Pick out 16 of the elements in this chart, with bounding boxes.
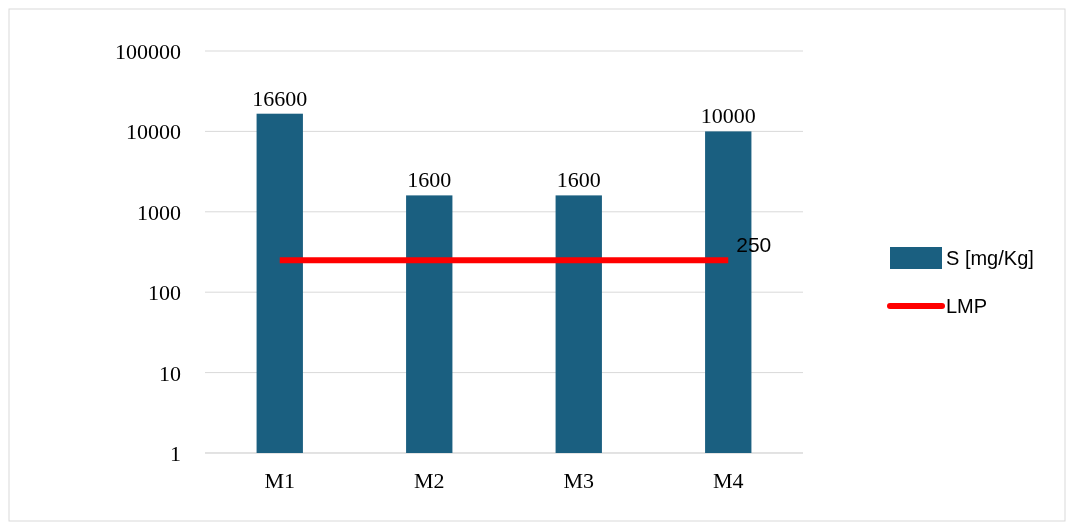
- y-tick-label: 100000: [115, 39, 181, 64]
- legend-label: LMP: [946, 295, 988, 317]
- x-tick-label: M3: [563, 468, 595, 493]
- y-tick-label: 10: [159, 360, 181, 386]
- y-tick-label: 1: [170, 441, 181, 466]
- y-tick-label: 1000: [137, 199, 181, 225]
- data-label: 10000: [700, 103, 756, 129]
- x-tick-label: M1: [264, 468, 296, 493]
- x-tick-label: M2: [413, 468, 445, 493]
- legend-label: S [mg/Kg]: [946, 247, 1034, 269]
- data-label: 1600: [556, 167, 601, 193]
- data-label: 1600: [407, 167, 452, 193]
- x-tick-label: M4: [712, 468, 744, 493]
- data-label: 16600: [252, 85, 308, 111]
- y-tick-label: 10000: [126, 119, 181, 145]
- y-tick-label: 100: [148, 280, 181, 306]
